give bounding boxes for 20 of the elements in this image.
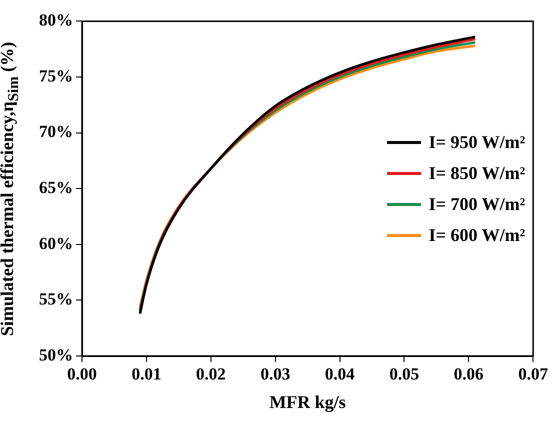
legend-label: I= 950 W/m² — [428, 132, 526, 153]
y-tick-label: 60% — [39, 234, 73, 253]
x-tick-label: 0.06 — [454, 364, 484, 384]
x-tick-label: 0.05 — [389, 364, 420, 384]
y-tick-label: 55% — [39, 290, 73, 309]
x-tick-label: 0.07 — [518, 364, 548, 384]
y-tick-label: 70% — [39, 122, 73, 142]
y-tick-label: 50% — [39, 345, 73, 364]
x-tick-label: 0.04 — [324, 364, 356, 384]
x-tick-label: 0.00 — [67, 364, 97, 384]
y-tick-label: 80% — [39, 10, 73, 30]
x-axis-title: MFR kg/s — [269, 392, 346, 412]
legend-label: I= 700 W/m² — [428, 194, 526, 215]
legend-label: I= 600 W/m² — [428, 224, 526, 246]
y-tick-label: 75% — [39, 66, 73, 86]
x-tick-label: 0.03 — [260, 364, 290, 384]
y-tick-label: 65% — [39, 178, 73, 197]
legend-label: I= 850 W/m² — [428, 162, 526, 184]
x-tick-label: 0.02 — [196, 364, 226, 384]
x-tick-label: 0.01 — [132, 364, 162, 384]
